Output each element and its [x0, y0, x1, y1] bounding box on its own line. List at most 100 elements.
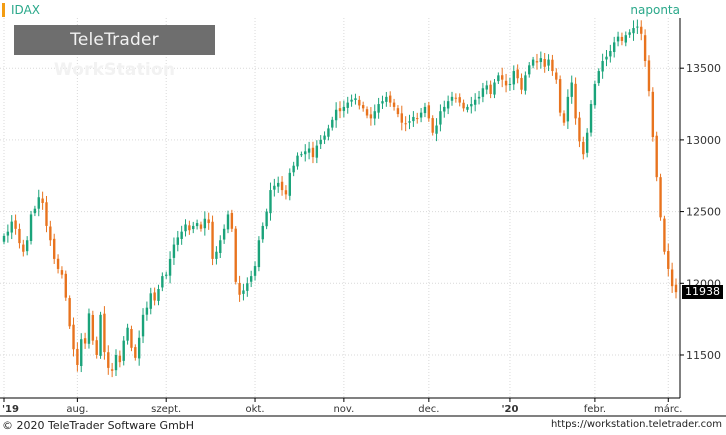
candle-body [601, 61, 604, 72]
candle-body [497, 75, 500, 82]
candle-body [358, 99, 361, 106]
candle-body [408, 121, 411, 123]
candle-body [562, 113, 566, 123]
candle-body [226, 214, 230, 230]
candle-body [203, 218, 207, 229]
candle-body [412, 116, 415, 122]
candle-body [578, 117, 581, 142]
candle-body [431, 118, 434, 133]
x-axis-ticks: '19 aug. szept. okt. nov. dec. '20 febr. márc. [2, 398, 682, 415]
candle-body [300, 154, 303, 156]
candle-body [489, 84, 492, 94]
candle-body [165, 274, 168, 276]
candle-body [477, 96, 481, 99]
candle-body [535, 61, 539, 63]
candle-body [327, 128, 330, 137]
x-tick-label: aug. [66, 404, 88, 415]
candle-body [95, 340, 98, 355]
candle-body [60, 270, 64, 275]
candle-body [566, 96, 570, 122]
x-tick-label: okt. [246, 404, 265, 415]
x-tick-label: febr. [584, 404, 606, 415]
candle-body [49, 226, 52, 241]
candle-body [473, 99, 477, 105]
candle-body [558, 79, 562, 113]
copyright-text: © 2020 TeleTrader Software GmbH [2, 419, 195, 432]
candle-body [354, 98, 357, 101]
candle-body [555, 72, 558, 80]
candle-body [667, 251, 670, 269]
candle-body [670, 269, 674, 287]
x-tick-label: '19 [2, 404, 19, 415]
candle-body [640, 26, 643, 34]
candle-body [118, 355, 122, 363]
candle-body [331, 119, 334, 128]
candle-body [195, 223, 199, 227]
candle-body [284, 190, 288, 195]
candle-body [10, 221, 13, 233]
candle-body [315, 145, 319, 158]
candle-body [396, 108, 400, 115]
candle-body [427, 105, 431, 119]
candle-body [524, 75, 527, 91]
candle-body [168, 258, 172, 276]
symbol-label: IDAX [2, 3, 40, 17]
candle-body [80, 339, 83, 367]
y-tick-label: 12500 [686, 206, 721, 219]
candle-body [126, 327, 129, 341]
candle-body [249, 276, 253, 282]
candle-body [157, 289, 160, 301]
candle-body [6, 231, 10, 236]
y-tick-label: 11500 [686, 349, 721, 362]
candle-body [277, 182, 280, 187]
candle-body [14, 220, 17, 229]
candle-body [504, 80, 508, 86]
candle-body [570, 82, 573, 97]
candle-body [72, 324, 75, 350]
candle-body [346, 102, 349, 108]
candle-body [334, 109, 338, 121]
candle-body [485, 85, 488, 90]
candle-body [83, 338, 87, 344]
candle-body [172, 244, 176, 258]
candle-body [466, 106, 469, 110]
candle-body [257, 240, 261, 268]
candle-body [400, 113, 403, 123]
candle-body [404, 123, 407, 125]
candle-body [361, 105, 365, 109]
candle-body [304, 151, 307, 155]
candle-body [551, 59, 554, 72]
x-tick-label: nov. [333, 404, 354, 415]
candle-body [674, 284, 678, 293]
candle-body [539, 58, 543, 63]
candle-body [605, 56, 608, 60]
candle-body [161, 276, 164, 288]
candle-body [242, 290, 245, 294]
candle-body [141, 314, 145, 337]
candle-body [265, 211, 268, 227]
candle-body [323, 135, 326, 140]
candle-body [219, 240, 222, 254]
candle-body [528, 65, 531, 75]
candle-body [647, 60, 651, 92]
candle-body [230, 213, 234, 229]
chart-grid [0, 18, 680, 398]
candle-body [624, 35, 627, 43]
candle-body [188, 225, 191, 231]
candle-body [41, 198, 44, 203]
candle-body [574, 83, 577, 119]
candle-body [103, 313, 106, 353]
candle-body [508, 83, 512, 85]
source-url[interactable]: https://workstation.teletrader.com [550, 419, 722, 430]
period-label[interactable]: naponta [630, 3, 680, 17]
candle-body [446, 101, 450, 109]
candle-body [365, 109, 369, 116]
candle-body [56, 258, 60, 269]
candle-body [145, 307, 149, 315]
candle-body [636, 26, 639, 28]
candle-body [454, 97, 458, 99]
x-tick-label: '20 [501, 404, 518, 415]
candle-body [215, 251, 218, 259]
candle-body [99, 314, 102, 356]
candle-body [613, 42, 616, 52]
